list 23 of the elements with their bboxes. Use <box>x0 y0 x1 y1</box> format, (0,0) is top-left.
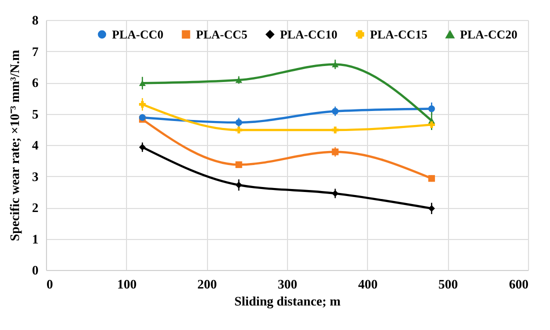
y-tick-label: 4 <box>32 138 39 152</box>
legend-label: PLA-CC20 <box>460 28 518 42</box>
y-tick-label: 5 <box>32 106 39 122</box>
x-tick-label: 200 <box>197 276 217 292</box>
y-tick-label: 8 <box>32 12 39 28</box>
y-tick-label: 7 <box>32 44 39 59</box>
y-tick-label: 2 <box>32 200 38 215</box>
legend-label: PLA-CC15 <box>370 27 428 42</box>
x-tick-label: 600 <box>509 276 528 292</box>
x-axis-title: Sliding distance; m <box>234 294 341 308</box>
x-tick-label: 300 <box>278 276 298 292</box>
y-tick-label: 3 <box>32 168 39 184</box>
y-tick-label: 1 <box>32 231 38 246</box>
x-tick-label: 500 <box>438 276 458 292</box>
y-axis-title: Specific wear rate; ×10⁻³ mm³/N.m <box>7 50 22 242</box>
x-tick-label: 100 <box>117 276 137 292</box>
y-tick-label: 6 <box>32 75 39 90</box>
legend-label: PLA-CC10 <box>280 27 338 42</box>
x-tick-label: 0 <box>46 276 53 292</box>
y-tick-label: 0 <box>32 262 38 278</box>
x-tick-label: 400 <box>358 276 378 292</box>
legend-label: PLA-CC5 <box>196 27 248 42</box>
legend-label: PLA-CC0 <box>112 27 164 42</box>
